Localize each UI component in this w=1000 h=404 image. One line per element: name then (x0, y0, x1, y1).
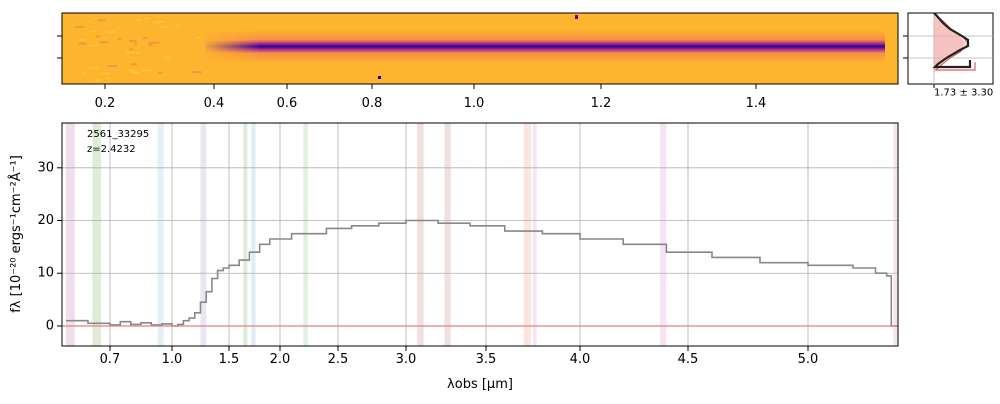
x-tick-label: 3.5 (476, 352, 497, 367)
noise-pixel (80, 38, 86, 41)
x-tick-label: 4.0 (570, 352, 591, 367)
y-axis: 0 10 20 30 (37, 160, 62, 333)
spectrum-2d-xtick-label: 1.0 (464, 96, 485, 111)
noise-pixel (134, 42, 138, 45)
spectrum-2d-trace-fade (200, 30, 260, 63)
spectrum-2d-panel: 0.2 0.4 0.6 0.8 1.0 1.2 1.4 (57, 12, 899, 111)
x-tick-label: 0.7 (100, 352, 121, 367)
profile-panel: 1.73 ± 3.30 (903, 12, 994, 98)
line-band (66, 123, 75, 346)
line-band (251, 123, 256, 346)
x-tick-label: 3.0 (396, 352, 417, 367)
spectrum-1d-background (62, 123, 898, 346)
line-band (417, 123, 424, 346)
noise-pixel (129, 48, 134, 51)
line-band (523, 123, 532, 346)
noise-pixel (153, 21, 160, 24)
spectrum-2d-xtick-label: 0.6 (277, 96, 298, 111)
noise-pixel (192, 71, 202, 74)
noise-pixel (144, 17, 150, 20)
noise-pixel (130, 63, 137, 66)
line-band (92, 123, 102, 346)
noise-pixel (94, 79, 101, 82)
noise-pixel (106, 77, 110, 80)
spectrum-2d-frame (61, 12, 899, 85)
spectrum-1d-panel: 0.7 1.0 1.5 2.0 2.5 3.0 3.5 4.0 4.5 5.0 0 10 20 30 2… (8, 122, 899, 392)
noise-pixel (131, 71, 139, 74)
spectrum-2d-xtick-label: 1.4 (746, 96, 767, 111)
x-axis: 0.7 1.0 1.5 2.0 2.5 3.0 3.5 4.0 4.5 5.0 (100, 346, 819, 367)
noise-pixel (159, 26, 167, 29)
line-band (243, 123, 248, 346)
noise-pixel (96, 35, 100, 38)
noise-pixel (135, 51, 140, 54)
profile-data-line (932, 12, 972, 69)
spectrum-2d-hotpixel-2 (378, 76, 381, 79)
line-band (659, 123, 667, 346)
spectrum-2d-xtick-label: 0.4 (204, 96, 225, 111)
y-tick-label: 20 (37, 213, 54, 228)
noise-pixel (106, 31, 116, 34)
series-group (62, 219, 898, 327)
noise-pixel (87, 44, 99, 47)
y-axis-label: fλ [10⁻²⁰ ergs⁻¹cm⁻²Å⁻¹] (8, 155, 24, 313)
line-band (200, 123, 207, 346)
noise-pixel (129, 40, 137, 43)
line-band (444, 123, 451, 346)
noise-pixel (103, 72, 110, 75)
noise-pixel (143, 37, 148, 40)
noise-pixel (126, 51, 135, 54)
noise-pixel (148, 44, 152, 47)
noise-pixel (117, 38, 122, 41)
x-tick-label: 1.5 (219, 352, 240, 367)
noise-pixel (157, 20, 165, 23)
noise-pixel (129, 69, 136, 72)
noise-pixel (150, 41, 160, 44)
noise-pixel (89, 30, 97, 33)
spectrum-series (66, 219, 898, 327)
y-tick-label: 10 (37, 266, 54, 281)
noise-pixel (75, 25, 84, 28)
annotation-redshift: z=2.4232 (87, 144, 136, 155)
noise-pixel (165, 56, 171, 59)
spectrum-2d-xaxis: 0.2 0.4 0.6 0.8 1.0 1.2 1.4 (95, 84, 767, 111)
x-tick-label: 5.0 (798, 352, 819, 367)
line-band (533, 123, 537, 346)
noise-pixel (196, 36, 203, 39)
noise-pixel (107, 65, 117, 68)
noise-pixel (157, 71, 163, 74)
y-tick-label: 0 (46, 318, 54, 333)
noise-pixel (78, 42, 87, 45)
noise-pixel (100, 41, 109, 44)
noise-pixel (93, 18, 98, 21)
spectrum-2d-xtick-label: 0.2 (95, 96, 116, 111)
line-band (893, 123, 898, 346)
noise-pixel (174, 24, 180, 27)
profile-annotation: 1.73 ± 3.30 (934, 87, 993, 98)
x-tick-label: 2.5 (328, 352, 349, 367)
x-tick-label: 4.5 (678, 352, 699, 367)
spectrum-2d-xtick-label: 1.2 (591, 96, 612, 111)
x-tick-label: 2.0 (270, 352, 291, 367)
annotation-object-id: 2561_33295 (87, 129, 149, 140)
y-tick-label: 30 (37, 160, 54, 175)
x-axis-label: λobs [μm] (447, 377, 513, 392)
noise-pixel (82, 72, 86, 75)
x-tick-label: 1.0 (162, 352, 183, 367)
spectrum-2d-xtick-label: 0.8 (362, 96, 383, 111)
line-band (157, 123, 164, 346)
spectrum-1d-frame (61, 122, 899, 347)
spectrum-2d-hotpixel-1 (575, 15, 578, 19)
profile-model-fill (934, 13, 966, 74)
noise-pixel (94, 19, 106, 22)
noise-pixel (88, 66, 99, 69)
spectrum-2d-trace (205, 30, 885, 63)
noise-pixel (136, 19, 142, 22)
grid (62, 123, 898, 346)
noise-pixel (141, 69, 152, 72)
spectrum-2d-noise (75, 17, 203, 82)
